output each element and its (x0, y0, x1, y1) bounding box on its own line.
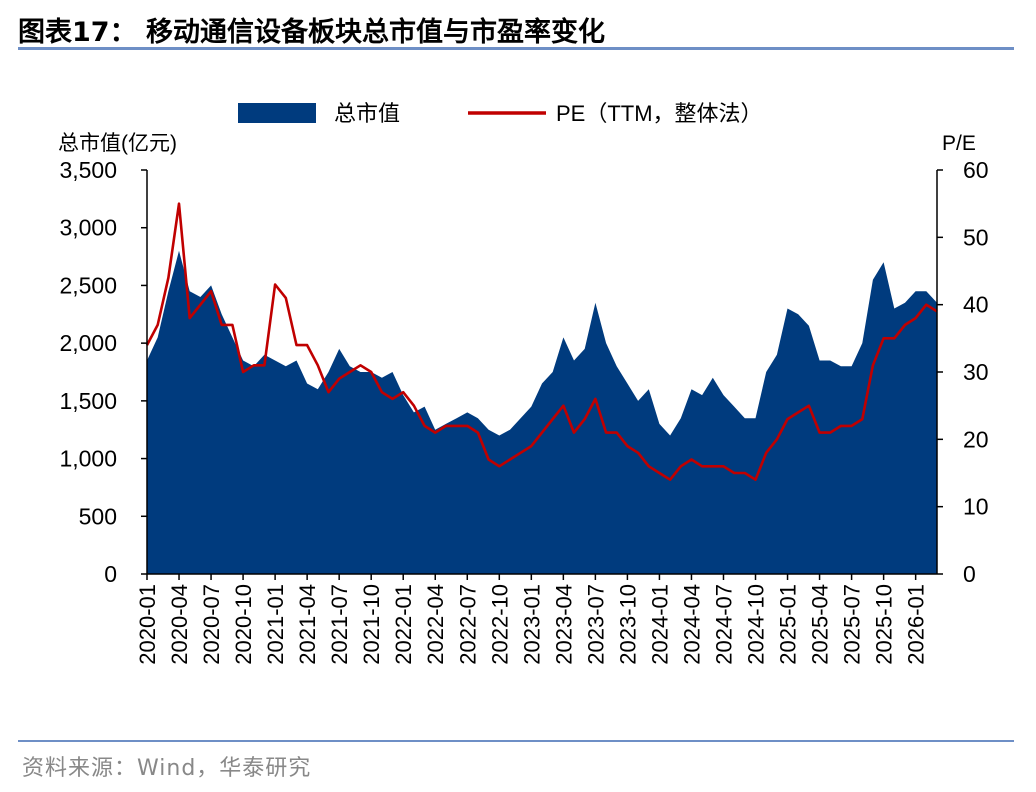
x-tick-label: 2021-04 (295, 584, 320, 665)
y-right-tick-label: 10 (963, 494, 989, 520)
legend-line-label: PE（TTM，整体法） (556, 101, 763, 126)
x-tick-label: 2024-07 (712, 584, 737, 665)
x-tick-label: 2023-01 (519, 584, 544, 665)
x-tick-label: 2020-07 (199, 584, 224, 665)
y-left-axis-title: 总市值(亿元) (58, 132, 177, 155)
x-tick-label: 2023-10 (615, 584, 640, 665)
page-title: 图表17： 移动通信设备板块总市值与市盈率变化 (18, 17, 605, 48)
x-tick-label: 2020-01 (135, 584, 160, 665)
title-divider (18, 47, 1014, 50)
x-tick-label: 2025-04 (808, 584, 833, 665)
y-left-tick-label: 3,500 (59, 157, 117, 183)
y-right-axis-title: P/E (942, 132, 976, 155)
y-left-tick-label: 2,500 (59, 272, 117, 298)
footer-divider (18, 740, 1014, 742)
x-tick-label: 2020-10 (231, 584, 256, 665)
x-tick-label: 2022-07 (455, 584, 480, 665)
x-tick-label: 2024-04 (680, 584, 705, 665)
chart: 总市值 PE（TTM，整体法） 总市值(亿元) P/E 05001,0001,5… (58, 101, 989, 665)
legend-area-label: 总市值 (334, 101, 400, 126)
x-tick-label: 2021-01 (263, 584, 288, 665)
y-right-tick-label: 40 (963, 292, 989, 318)
y-right-tick-label: 50 (963, 224, 989, 250)
legend: 总市值 PE（TTM，整体法） (238, 101, 763, 126)
source-note: 资料来源：Wind，华泰研究 (22, 756, 312, 781)
series-line-pe (145, 202, 938, 481)
y-right-tick-label: 30 (963, 359, 989, 385)
x-tick-label: 2022-10 (487, 584, 512, 665)
y-right-tick-label: 20 (963, 426, 989, 452)
x-tick-label: 2022-04 (423, 584, 448, 665)
x-tick-label: 2021-10 (359, 584, 384, 665)
y-left-tick-label: 1,000 (59, 446, 117, 472)
x-tick-label: 2025-10 (872, 584, 897, 665)
x-tick-label: 2022-01 (391, 584, 416, 665)
y-left-tick-label: 0 (104, 561, 117, 587)
y-right-tick-label: 60 (963, 157, 989, 183)
x-tick-label: 2024-01 (647, 584, 672, 665)
x-tick-label: 2020-04 (167, 584, 192, 665)
y-left-tick-label: 3,000 (59, 215, 117, 241)
x-tick-label: 2024-10 (744, 584, 769, 665)
x-tick-label: 2023-07 (583, 584, 608, 665)
y-left-tick-label: 500 (79, 503, 117, 529)
x-tick-label: 2023-04 (551, 584, 576, 665)
x-tick-label: 2025-01 (776, 584, 801, 665)
x-tick-label: 2025-07 (840, 584, 865, 665)
y-right-tick-label: 0 (963, 561, 976, 587)
x-tick-label: 2026-01 (904, 584, 929, 665)
y-left-tick-label: 2,000 (59, 330, 117, 356)
x-tick-label: 2021-07 (327, 584, 352, 665)
y-left-tick-label: 1,500 (59, 388, 117, 414)
series-area-market-cap (147, 250, 937, 575)
legend-area-swatch (238, 103, 316, 123)
